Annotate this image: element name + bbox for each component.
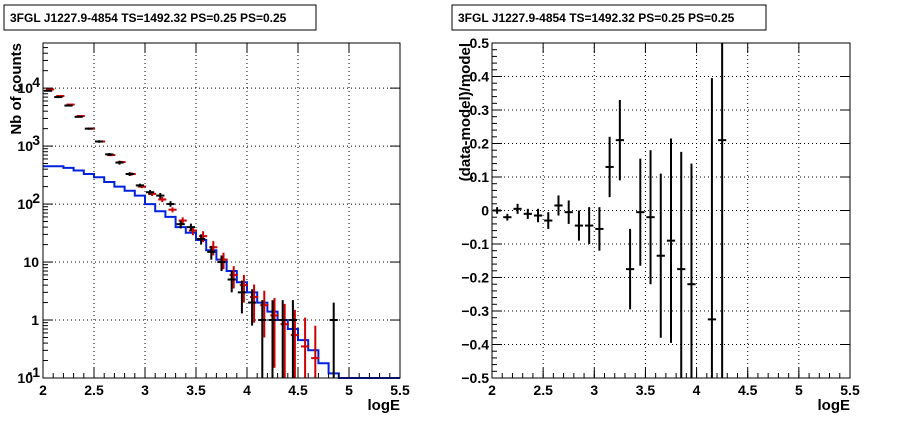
x-tick-label: 5.5 bbox=[840, 382, 860, 398]
left-data-markers bbox=[44, 89, 338, 378]
y-tick-label: 0.5 bbox=[470, 35, 490, 51]
y-tick-label: −0.2 bbox=[461, 270, 489, 286]
left-y-axis-title: Nb of counts bbox=[8, 43, 25, 135]
x-tick-label: 2.5 bbox=[533, 382, 553, 398]
x-tick-label: 4 bbox=[243, 382, 251, 398]
y-tick-label: −0.1 bbox=[461, 236, 489, 252]
x-tick-label: 5.5 bbox=[390, 382, 410, 398]
y-tick-exponent: 2 bbox=[32, 190, 40, 206]
y-tick-exponent: 4 bbox=[32, 74, 40, 90]
left-panel: 3FGL J1227.9-4854 TS=1492.32 PS=0.25 PS=… bbox=[3, 4, 410, 414]
y-tick-label: 1 bbox=[31, 312, 39, 328]
x-tick-label: 3 bbox=[141, 382, 149, 398]
y-tick-label: 0.1 bbox=[470, 169, 490, 185]
x-tick-label: 2.5 bbox=[84, 382, 104, 398]
right-panel: 3FGL J1227.9-4854 TS=1492.32 PS=0.25 PS=… bbox=[451, 4, 860, 414]
y-tick-label: 10 bbox=[17, 196, 33, 212]
y-tick-exponent: 3 bbox=[32, 132, 40, 148]
y-tick-label: 0 bbox=[481, 203, 489, 219]
left-title-box bbox=[3, 4, 317, 31]
left-chart-title: 3FGL J1227.9-4854 TS=1492.32 PS=0.25 PS=… bbox=[10, 11, 287, 25]
y-tick-label: 0.3 bbox=[470, 102, 490, 118]
x-tick-label: 4.5 bbox=[738, 382, 758, 398]
x-tick-label: 5 bbox=[795, 382, 803, 398]
right-axis-ticks bbox=[491, 42, 851, 379]
right-x-axis-title: logE bbox=[818, 397, 851, 414]
y-tick-label: −0.5 bbox=[461, 370, 489, 386]
model-component-step-line bbox=[43, 165, 400, 379]
x-tick-label: 3 bbox=[590, 382, 598, 398]
right-title-box bbox=[451, 4, 767, 31]
x-tick-label: 4 bbox=[693, 382, 701, 398]
y-tick-exponent: -1 bbox=[28, 364, 41, 380]
left-plot-frame bbox=[42, 42, 401, 379]
x-tick-label: 5 bbox=[345, 382, 353, 398]
left-gridlines bbox=[43, 43, 400, 378]
right-residual-markers bbox=[493, 43, 727, 378]
right-y-axis-title: (data-model)/model bbox=[457, 43, 474, 181]
x-tick-label: 4.5 bbox=[288, 382, 308, 398]
left-x-axis-title: logE bbox=[368, 397, 401, 414]
x-tick-label: 3.5 bbox=[636, 382, 656, 398]
y-tick-label: 10 bbox=[17, 138, 33, 154]
right-chart-title: 3FGL J1227.9-4854 TS=1492.32 PS=0.25 PS=… bbox=[458, 11, 735, 25]
y-tick-label: −0.3 bbox=[461, 303, 489, 319]
x-tick-label: 2 bbox=[39, 382, 47, 398]
left-x-tick-labels: 2 2.5 3 3.5 4 4.5 5 5.5 bbox=[39, 382, 410, 398]
y-tick-label: −0.4 bbox=[461, 337, 489, 353]
x-tick-label: 3.5 bbox=[186, 382, 206, 398]
y-tick-label: 0.4 bbox=[470, 69, 490, 85]
left-model-component-histogram bbox=[43, 165, 400, 379]
left-axis-ticks bbox=[42, 42, 401, 379]
y-tick-label: 0.2 bbox=[470, 136, 490, 152]
y-tick-label: 10 bbox=[17, 80, 33, 96]
right-y-tick-labels: −0.5 −0.4 −0.3 −0.2 −0.1 0 0.1 0.2 0.3 0.4 0.5 bbox=[461, 35, 489, 386]
y-tick-label: 10 bbox=[23, 254, 39, 270]
y-tick-label: 10 bbox=[17, 370, 33, 386]
left-model-total-markers bbox=[46, 88, 320, 378]
x-tick-label: 2 bbox=[488, 382, 496, 398]
right-x-tick-labels: 2 2.5 3 3.5 4 4.5 5 5.5 bbox=[488, 382, 860, 398]
